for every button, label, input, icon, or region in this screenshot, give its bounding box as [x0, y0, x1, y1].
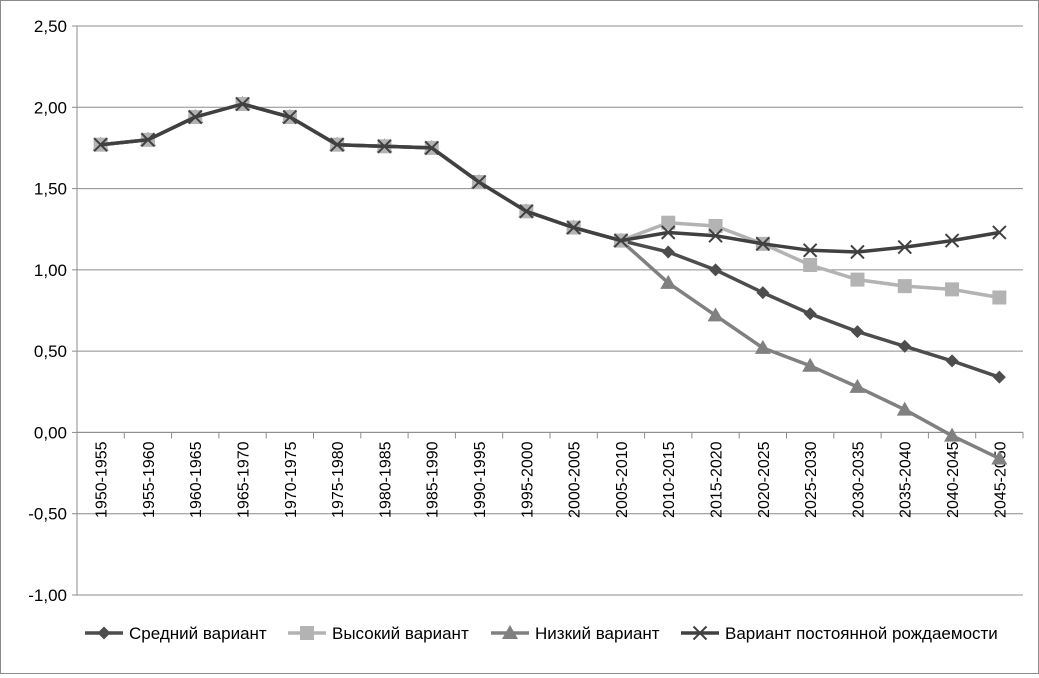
x-tick-label: 1960-1965	[188, 441, 205, 518]
legend-label: Вариант постоянной рождаемости	[725, 624, 998, 643]
x-tick-label: 1975-1980	[330, 441, 347, 518]
x-tick-label: 1950-1955	[94, 441, 111, 518]
x-tick-labels: 1950-1955 1955-1960 1960-1965 1965-1970 1970…	[94, 441, 1010, 518]
series-square	[93, 97, 1007, 305]
y-tick-label: 0,00	[34, 423, 67, 442]
data-point	[802, 243, 818, 258]
data-point	[756, 286, 770, 300]
data-point	[93, 137, 108, 152]
data-point	[897, 239, 912, 255]
y-tick-labels: -1,00 -0,50 0,00 0,50 1,00 1,50 2,00 2,50	[28, 17, 67, 605]
series-line	[100, 102, 1000, 300]
data-point	[140, 132, 156, 148]
x-tick-label: 2025-2030	[803, 441, 820, 518]
data-point	[377, 139, 392, 154]
data-point	[471, 174, 487, 190]
data-point	[661, 225, 676, 240]
legend-label: Высокий вариант	[332, 624, 469, 643]
data-point	[802, 357, 819, 372]
series-diamond	[94, 97, 1006, 384]
x-tick-label: 1980-1985	[377, 441, 394, 518]
data-point	[898, 339, 912, 353]
x-tick-label: 2000-2005	[567, 441, 584, 518]
x-tick-label: 2035-2040	[898, 441, 915, 518]
data-point	[188, 109, 203, 125]
data-point	[755, 236, 771, 252]
data-point	[850, 244, 865, 260]
data-point	[945, 282, 960, 297]
x-tick-label: 1995-2000	[519, 441, 536, 518]
y-tick-label: 2,50	[34, 17, 67, 36]
legend-marker	[692, 625, 708, 641]
data-point	[708, 228, 723, 243]
data-point	[803, 257, 818, 272]
y-tick-label: 2,00	[34, 98, 67, 117]
x-tick-label: 1965-1970	[236, 441, 253, 518]
data-point	[329, 137, 345, 152]
legend: Средний вариант Высокий вариант Низкий вар…	[85, 624, 998, 643]
x-tick-label: 2045-2050	[992, 441, 1009, 518]
legend-label: Средний вариант	[129, 624, 267, 643]
y-tick-label: 0,50	[34, 342, 67, 361]
data-point	[519, 204, 534, 219]
legend-entry: Низкий вариант	[491, 624, 660, 643]
data-point	[944, 427, 961, 442]
data-point	[708, 218, 723, 233]
data-point	[803, 307, 817, 321]
data-point	[709, 263, 723, 277]
data-point	[850, 325, 864, 339]
legend-marker	[502, 625, 518, 639]
data-point	[992, 290, 1007, 305]
x-tick-label: 2005-2010	[614, 441, 631, 518]
x-tick-label: 2010-2015	[661, 441, 678, 518]
data-point	[566, 220, 581, 235]
data-point	[992, 370, 1006, 384]
data-point	[991, 450, 1008, 465]
series-lines	[92, 96, 1008, 465]
y-tick-label: -0,50	[28, 505, 67, 524]
data-point	[661, 245, 675, 259]
x-tick-label: 2020-2025	[756, 441, 773, 518]
x-tick-label: 1990-1995	[472, 441, 489, 518]
series-line	[100, 102, 1000, 254]
data-point	[896, 401, 913, 416]
x-tick-label: 2030-2035	[850, 441, 867, 518]
data-point	[754, 339, 771, 354]
data-point	[944, 233, 960, 248]
legend-entry: Средний вариант	[85, 624, 267, 643]
legend-entry: Вариант постоянной рождаемости	[681, 624, 998, 643]
data-point	[282, 109, 298, 125]
data-point	[235, 96, 250, 112]
x-tick-label: 2015-2020	[709, 441, 726, 518]
data-point	[850, 272, 865, 287]
x-tick-label: 1955-1960	[141, 441, 158, 518]
data-point	[707, 307, 724, 322]
data-point	[424, 140, 439, 156]
x-tick-label: 1985-1990	[425, 441, 442, 518]
data-point	[945, 354, 959, 368]
data-point	[992, 225, 1007, 240]
series-x	[93, 96, 1007, 260]
series-line	[100, 102, 1000, 379]
axes	[72, 25, 1024, 596]
x-tick-label: 1970-1975	[283, 441, 300, 518]
y-tick-label: 1,50	[34, 180, 67, 199]
y-tick-label: 1,00	[34, 261, 67, 280]
data-point	[661, 215, 676, 230]
legend-label: Низкий вариант	[535, 624, 660, 643]
data-point	[849, 378, 866, 393]
legend-entry: Высокий вариант	[288, 624, 469, 643]
data-point	[660, 274, 677, 289]
x-tick-label: 2040-2045	[945, 441, 962, 518]
data-point	[897, 279, 912, 294]
y-tick-label: -1,00	[28, 586, 67, 605]
legend-marker	[300, 626, 314, 640]
legend-marker	[97, 626, 111, 640]
data-point	[613, 233, 629, 248]
